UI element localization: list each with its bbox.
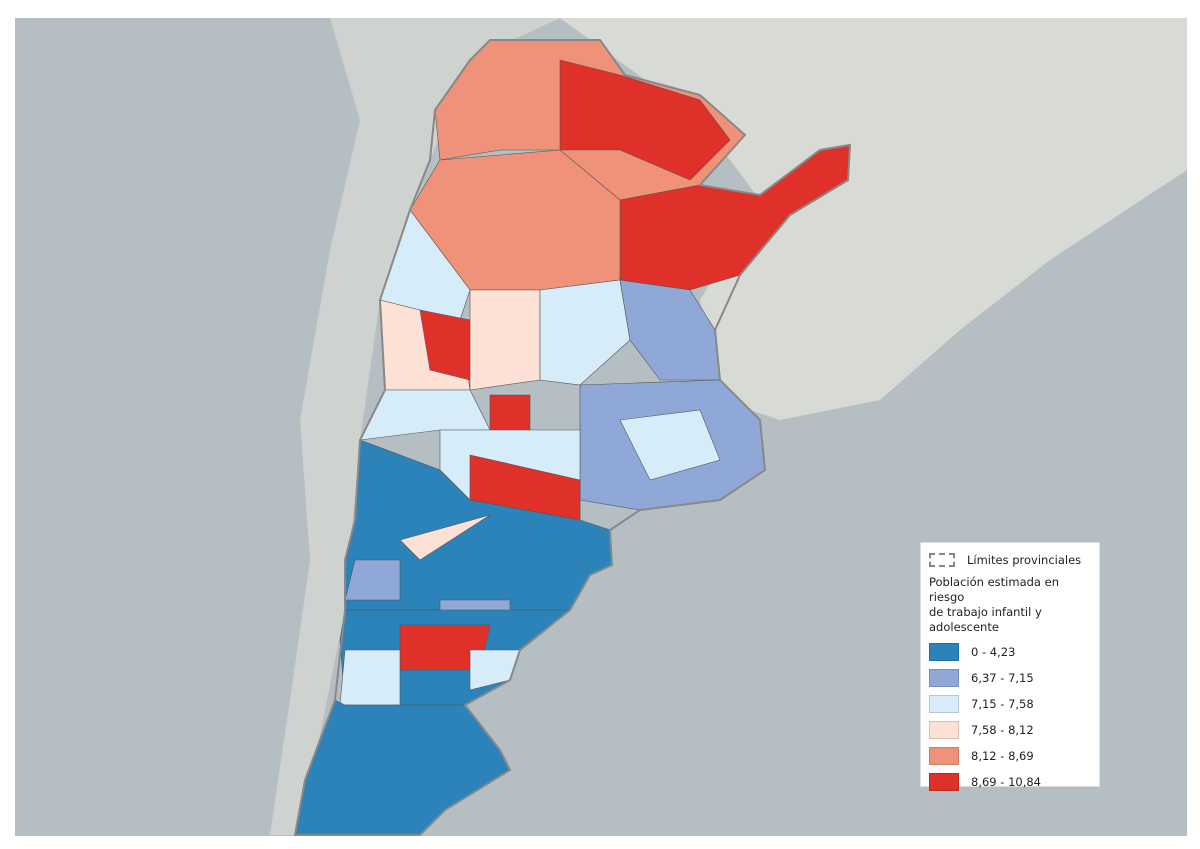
- legend-class-label: 8,69 - 10,84: [971, 775, 1041, 789]
- legend-classes: 0 - 4,23 6,37 - 7,15 7,15 - 7,58 7,58 - 8,1…: [929, 643, 1091, 791]
- boundary-symbol-icon: [929, 553, 955, 567]
- legend-title-line2: de trabajo infantil y adolescente: [929, 605, 1042, 634]
- department-region-7[interactable]: [469, 289, 541, 391]
- legend-swatch: [929, 695, 959, 713]
- department-region-11[interactable]: [489, 394, 531, 431]
- legend-class-label: 8,12 - 8,69: [971, 749, 1034, 763]
- legend-title: Población estimada en riesgo de trabajo …: [929, 575, 1091, 635]
- legend-class-5: 8,69 - 10,84: [929, 773, 1091, 791]
- department-region-22[interactable]: [339, 649, 401, 706]
- legend-class-label: 6,37 - 7,15: [971, 671, 1034, 685]
- legend-swatch: [929, 721, 959, 739]
- legend-class-3: 7,58 - 8,12: [929, 721, 1091, 739]
- choropleth-map[interactable]: [15, 18, 1187, 836]
- legend-swatch: [929, 643, 959, 661]
- legend-class-label: 0 - 4,23: [971, 645, 1016, 659]
- legend-title-line1: Población estimada en riesgo: [929, 575, 1059, 604]
- department-region-18[interactable]: [344, 559, 401, 601]
- departments-layer: [294, 39, 851, 836]
- department-region-8[interactable]: [539, 279, 631, 386]
- legend: Límites provinciales Población estimada …: [920, 542, 1100, 791]
- legend-class-0: 0 - 4,23: [929, 643, 1091, 661]
- department-region-1[interactable]: [559, 59, 731, 181]
- legend-class-label: 7,15 - 7,58: [971, 697, 1034, 711]
- legend-swatch: [929, 669, 959, 687]
- boundary-label: Límites provinciales: [967, 553, 1082, 567]
- legend-class-1: 6,37 - 7,15: [929, 669, 1091, 687]
- legend-class-label: 7,58 - 8,12: [971, 723, 1034, 737]
- country-outline: [293, 39, 852, 836]
- legend-boundary: Límites provinciales: [929, 553, 1091, 567]
- land-chile: [270, 18, 560, 835]
- department-region-13[interactable]: [619, 409, 721, 481]
- legend-swatch: [929, 747, 959, 765]
- legend-swatch: [929, 773, 959, 791]
- department-region-17[interactable]: [399, 514, 491, 561]
- legend-class-2: 7,15 - 7,58: [929, 695, 1091, 713]
- legend-class-4: 8,12 - 8,69: [929, 747, 1091, 765]
